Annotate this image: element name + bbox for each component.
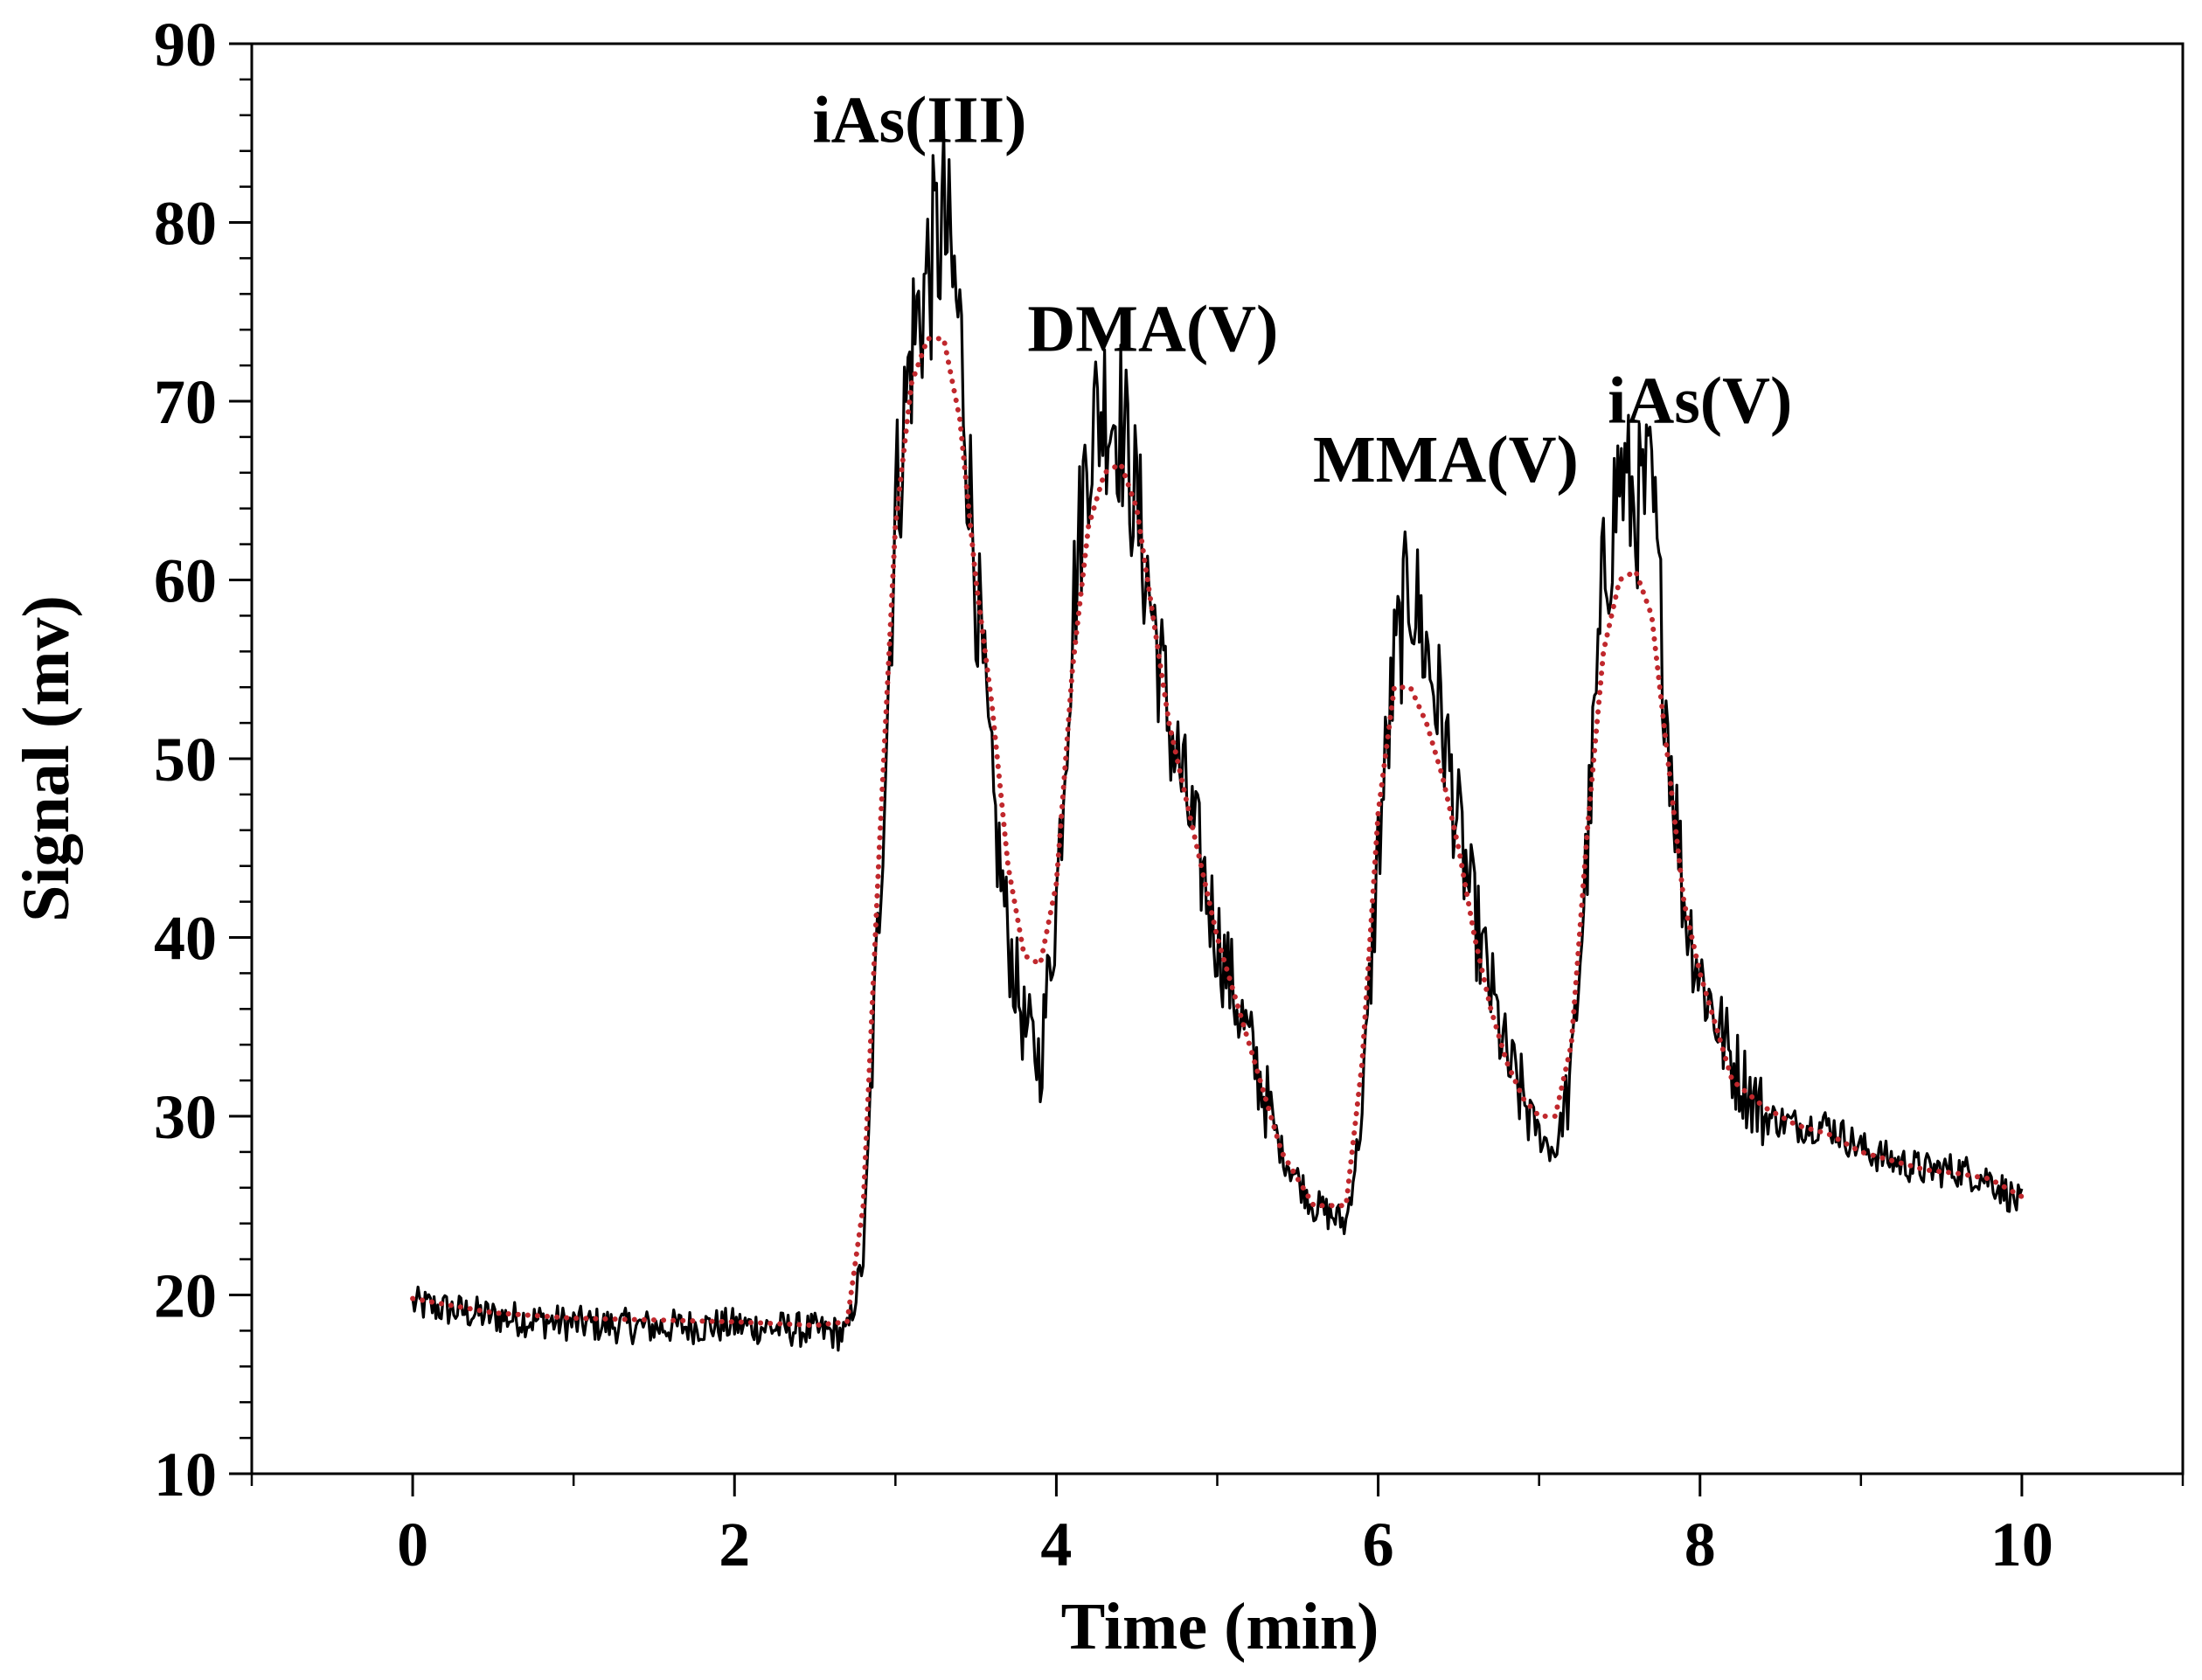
x-tick-label: 4 bbox=[1040, 1510, 1072, 1579]
x-tick-label: 8 bbox=[1684, 1510, 1716, 1579]
y-tick-label: 70 bbox=[154, 367, 217, 437]
y-tick-label: 50 bbox=[154, 725, 217, 795]
peak-label: iAs(V) bbox=[1608, 364, 1792, 438]
peak-label: DMA(V) bbox=[1027, 293, 1278, 366]
y-tick-label: 80 bbox=[154, 189, 217, 259]
peak-label: MMA(V) bbox=[1313, 423, 1579, 496]
y-axis-title: Signal (mv) bbox=[10, 595, 83, 922]
x-tick-label: 2 bbox=[719, 1510, 750, 1579]
y-tick-label: 10 bbox=[154, 1440, 217, 1510]
annotation-layer: iAs(III) DMA(V) MMA(V) iAs(V) bbox=[812, 83, 1792, 496]
series-layer bbox=[410, 128, 2025, 1352]
x-tick-label: 6 bbox=[1363, 1510, 1394, 1579]
series-smoothed-line bbox=[410, 336, 2025, 1329]
y-tick-label: 60 bbox=[154, 546, 217, 616]
y-tick-label: 30 bbox=[154, 1082, 217, 1152]
series-raw-line bbox=[411, 128, 2024, 1352]
x-tick-label: 0 bbox=[397, 1510, 428, 1579]
axis-layer: 10 20 30 40 50 60 70 80 90 0 2 4 6 8 10 bbox=[154, 10, 2185, 1579]
x-tick-label: 10 bbox=[1990, 1510, 2053, 1579]
y-tick-label: 40 bbox=[154, 904, 217, 974]
y-tick-label: 20 bbox=[154, 1261, 217, 1331]
x-axis-title: Time (min) bbox=[1061, 1590, 1379, 1663]
peak-label: iAs(III) bbox=[812, 83, 1026, 156]
y-tick-label: 90 bbox=[154, 10, 217, 80]
